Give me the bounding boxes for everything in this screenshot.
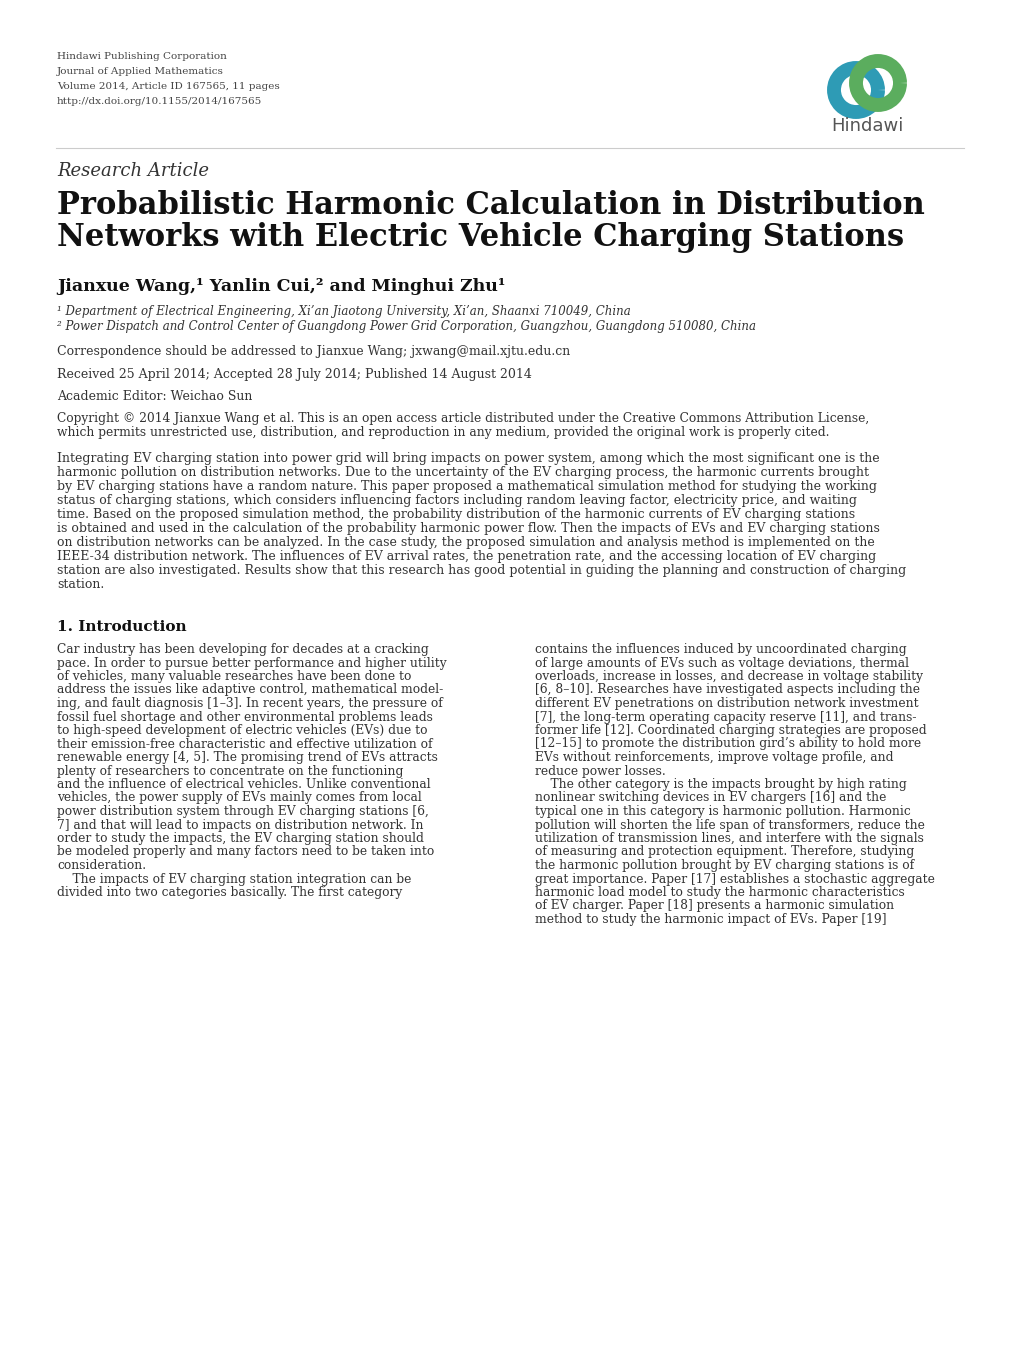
- Text: to high-speed development of electric vehicles (EVs) due to: to high-speed development of electric ve…: [57, 724, 427, 737]
- Text: Hindawi: Hindawi: [830, 117, 902, 135]
- Text: [6, 8–10]. Researches have investigated aspects including the: [6, 8–10]. Researches have investigated …: [535, 684, 919, 696]
- Text: divided into two categories basically. The first category: divided into two categories basically. T…: [57, 885, 401, 899]
- Text: Integrating EV charging station into power grid will bring impacts on power syst: Integrating EV charging station into pow…: [57, 452, 878, 465]
- Text: of measuring and protection equipment. Therefore, studying: of measuring and protection equipment. T…: [535, 846, 913, 858]
- Text: typical one in this category is harmonic pollution. Harmonic: typical one in this category is harmonic…: [535, 805, 910, 817]
- Text: of vehicles, many valuable researches have been done to: of vehicles, many valuable researches ha…: [57, 670, 411, 683]
- Text: Correspondence should be addressed to Jianxue Wang; jxwang@mail.xjtu.edu.cn: Correspondence should be addressed to Ji…: [57, 345, 570, 358]
- Text: EVs without reinforcements, improve voltage profile, and: EVs without reinforcements, improve volt…: [535, 751, 893, 764]
- Text: reduce power losses.: reduce power losses.: [535, 764, 665, 778]
- Text: Jianxue Wang,¹ Yanlin Cui,² and Minghui Zhu¹: Jianxue Wang,¹ Yanlin Cui,² and Minghui …: [57, 277, 505, 295]
- Text: harmonic pollution on distribution networks. Due to the uncertainty of the EV ch: harmonic pollution on distribution netwo…: [57, 466, 868, 479]
- Text: http://dx.doi.org/10.1155/2014/167565: http://dx.doi.org/10.1155/2014/167565: [57, 97, 262, 106]
- Text: consideration.: consideration.: [57, 860, 146, 872]
- Text: Received 25 April 2014; Accepted 28 July 2014; Published 14 August 2014: Received 25 April 2014; Accepted 28 July…: [57, 369, 531, 381]
- Text: 7] and that will lead to impacts on distribution network. In: 7] and that will lead to impacts on dist…: [57, 819, 423, 831]
- Text: Networks with Electric Vehicle Charging Stations: Networks with Electric Vehicle Charging …: [57, 222, 903, 253]
- Text: renewable energy [4, 5]. The promising trend of EVs attracts: renewable energy [4, 5]. The promising t…: [57, 751, 437, 764]
- Text: of large amounts of EVs such as voltage deviations, thermal: of large amounts of EVs such as voltage …: [535, 657, 908, 669]
- Text: order to study the impacts, the EV charging station should: order to study the impacts, the EV charg…: [57, 832, 424, 845]
- Text: Car industry has been developing for decades at a cracking: Car industry has been developing for dec…: [57, 643, 428, 656]
- Text: Journal of Applied Mathematics: Journal of Applied Mathematics: [57, 67, 223, 76]
- Text: their emission-free characteristic and effective utilization of: their emission-free characteristic and e…: [57, 737, 432, 751]
- Text: contains the influences induced by uncoordinated charging: contains the influences induced by uncoo…: [535, 643, 906, 656]
- Text: pace. In order to pursue better performance and higher utility: pace. In order to pursue better performa…: [57, 657, 446, 669]
- Text: the harmonic pollution brought by EV charging stations is of: the harmonic pollution brought by EV cha…: [535, 860, 913, 872]
- Text: nonlinear switching devices in EV chargers [16] and the: nonlinear switching devices in EV charge…: [535, 792, 886, 805]
- Text: 1. Introduction: 1. Introduction: [57, 620, 186, 634]
- Text: Research Article: Research Article: [57, 162, 209, 180]
- Text: Volume 2014, Article ID 167565, 11 pages: Volume 2014, Article ID 167565, 11 pages: [57, 82, 279, 91]
- Text: status of charging stations, which considers influencing factors including rando: status of charging stations, which consi…: [57, 494, 856, 507]
- Text: utilization of transmission lines, and interfere with the signals: utilization of transmission lines, and i…: [535, 832, 923, 845]
- Text: is obtained and used in the calculation of the probability harmonic power flow. : is obtained and used in the calculation …: [57, 522, 879, 534]
- Text: time. Based on the proposed simulation method, the probability distribution of t: time. Based on the proposed simulation m…: [57, 509, 854, 521]
- Text: plenty of researchers to concentrate on the functioning: plenty of researchers to concentrate on …: [57, 764, 403, 778]
- Text: Academic Editor: Weichao Sun: Academic Editor: Weichao Sun: [57, 390, 252, 403]
- Text: by EV charging stations have a random nature. This paper proposed a mathematical: by EV charging stations have a random na…: [57, 480, 876, 494]
- Text: address the issues like adaptive control, mathematical model-: address the issues like adaptive control…: [57, 684, 443, 696]
- Text: IEEE-34 distribution network. The influences of EV arrival rates, the penetratio: IEEE-34 distribution network. The influe…: [57, 549, 875, 563]
- Text: [7], the long-term operating capacity reserve [11], and trans-: [7], the long-term operating capacity re…: [535, 710, 916, 724]
- Text: on distribution networks can be analyzed. In the case study, the proposed simula: on distribution networks can be analyzed…: [57, 536, 874, 549]
- Text: Probabilistic Harmonic Calculation in Distribution: Probabilistic Harmonic Calculation in Di…: [57, 190, 924, 220]
- Text: vehicles, the power supply of EVs mainly comes from local: vehicles, the power supply of EVs mainly…: [57, 792, 421, 805]
- Text: harmonic load model to study the harmonic characteristics: harmonic load model to study the harmoni…: [535, 885, 904, 899]
- Text: The impacts of EV charging station integration can be: The impacts of EV charging station integ…: [57, 873, 411, 885]
- Text: station are also investigated. Results show that this research has good potentia: station are also investigated. Results s…: [57, 564, 905, 577]
- Text: different EV penetrations on distribution network investment: different EV penetrations on distributio…: [535, 696, 918, 710]
- Text: power distribution system through EV charging stations [6,: power distribution system through EV cha…: [57, 805, 428, 817]
- Text: and the influence of electrical vehicles. Unlike conventional: and the influence of electrical vehicles…: [57, 778, 430, 792]
- Text: be modeled properly and many factors need to be taken into: be modeled properly and many factors nee…: [57, 846, 434, 858]
- Text: of EV charger. Paper [18] presents a harmonic simulation: of EV charger. Paper [18] presents a har…: [535, 899, 894, 913]
- Text: [12–15] to promote the distribution gird’s ability to hold more: [12–15] to promote the distribution gird…: [535, 737, 920, 751]
- Text: method to study the harmonic impact of EVs. Paper [19]: method to study the harmonic impact of E…: [535, 913, 886, 926]
- Text: fossil fuel shortage and other environmental problems leads: fossil fuel shortage and other environme…: [57, 710, 432, 724]
- Text: ing, and fault diagnosis [1–3]. In recent years, the pressure of: ing, and fault diagnosis [1–3]. In recen…: [57, 696, 442, 710]
- Text: great importance. Paper [17] establishes a stochastic aggregate: great importance. Paper [17] establishes…: [535, 873, 934, 885]
- Text: pollution will shorten the life span of transformers, reduce the: pollution will shorten the life span of …: [535, 819, 924, 831]
- Text: station.: station.: [57, 578, 104, 592]
- Text: Copyright © 2014 Jianxue Wang et al. This is an open access article distributed : Copyright © 2014 Jianxue Wang et al. Thi…: [57, 412, 868, 424]
- Text: overloads, increase in losses, and decrease in voltage stability: overloads, increase in losses, and decre…: [535, 670, 922, 683]
- Text: ¹ Department of Electrical Engineering, Xi’an Jiaotong University, Xi’an, Shaanx: ¹ Department of Electrical Engineering, …: [57, 305, 630, 318]
- Text: which permits unrestricted use, distribution, and reproduction in any medium, pr: which permits unrestricted use, distribu…: [57, 426, 828, 439]
- Text: ² Power Dispatch and Control Center of Guangdong Power Grid Corporation, Guangzh: ² Power Dispatch and Control Center of G…: [57, 320, 755, 333]
- Text: Hindawi Publishing Corporation: Hindawi Publishing Corporation: [57, 52, 226, 61]
- Text: former life [12]. Coordinated charging strategies are proposed: former life [12]. Coordinated charging s…: [535, 724, 925, 737]
- Text: The other category is the impacts brought by high rating: The other category is the impacts brough…: [535, 778, 906, 792]
